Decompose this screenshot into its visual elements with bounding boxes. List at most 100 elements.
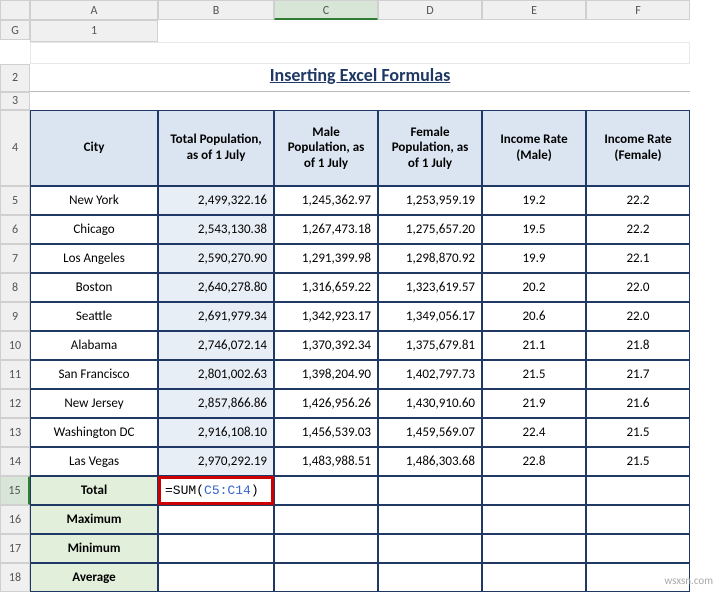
row-header-2[interactable]: 2 bbox=[0, 64, 30, 92]
summary-cell[interactable] bbox=[158, 505, 274, 534]
row-header-15[interactable]: 15 bbox=[0, 476, 30, 505]
cell-income-m[interactable]: 21.5 bbox=[482, 360, 586, 389]
summary-label[interactable]: Maximum bbox=[30, 505, 158, 534]
cell-income-m[interactable]: 21.9 bbox=[482, 389, 586, 418]
cell-total[interactable]: 2,691,979.34 bbox=[158, 302, 274, 331]
summary-cell[interactable] bbox=[586, 505, 690, 534]
cell-city[interactable]: San Francisco bbox=[30, 360, 158, 389]
cell-female[interactable]: 1,375,679.81 bbox=[378, 331, 482, 360]
header-city[interactable]: City bbox=[30, 110, 158, 186]
cell-male[interactable]: 1,398,204.90 bbox=[274, 360, 378, 389]
summary-cell[interactable] bbox=[482, 534, 586, 563]
row-header-17[interactable]: 17 bbox=[0, 534, 30, 563]
cell-male[interactable]: 1,316,659.22 bbox=[274, 273, 378, 302]
cell-female[interactable]: 1,275,657.20 bbox=[378, 215, 482, 244]
summary-label[interactable]: Minimum bbox=[30, 534, 158, 563]
summary-label[interactable]: Average bbox=[30, 563, 158, 592]
cell-male[interactable]: 1,483,988.51 bbox=[274, 447, 378, 476]
cell-male[interactable]: 1,291,399.98 bbox=[274, 244, 378, 273]
summary-label[interactable]: Total bbox=[30, 476, 158, 505]
row-header-10[interactable]: 10 bbox=[0, 331, 30, 360]
summary-cell[interactable] bbox=[586, 534, 690, 563]
cell-city[interactable]: Boston bbox=[30, 273, 158, 302]
cell-female[interactable]: 1,323,619.57 bbox=[378, 273, 482, 302]
summary-cell[interactable] bbox=[378, 563, 482, 592]
cell-city[interactable]: Washington DC bbox=[30, 418, 158, 447]
header-total-pop[interactable]: Total Population, as of 1 July bbox=[158, 110, 274, 186]
cell-income-f[interactable]: 22.0 bbox=[586, 273, 690, 302]
summary-cell[interactable] bbox=[482, 563, 586, 592]
cell-male[interactable]: 1,267,473.18 bbox=[274, 215, 378, 244]
cell-income-m[interactable]: 19.5 bbox=[482, 215, 586, 244]
summary-cell[interactable] bbox=[274, 534, 378, 563]
cell-female[interactable]: 1,349,056.17 bbox=[378, 302, 482, 331]
cell-total[interactable]: 2,916,108.10 bbox=[158, 418, 274, 447]
summary-cell[interactable] bbox=[274, 476, 378, 505]
row-header-13[interactable]: 13 bbox=[0, 418, 30, 447]
cell-total[interactable]: 2,970,292.19 bbox=[158, 447, 274, 476]
cell-female[interactable]: 1,486,303.68 bbox=[378, 447, 482, 476]
row-header-18[interactable]: 18 bbox=[0, 563, 30, 592]
col-header-G[interactable]: G bbox=[0, 20, 30, 40]
summary-cell[interactable] bbox=[482, 505, 586, 534]
row-header-3[interactable]: 3 bbox=[0, 92, 30, 110]
cell-income-m[interactable]: 21.1 bbox=[482, 331, 586, 360]
cell-total[interactable]: 2,543,130.38 bbox=[158, 215, 274, 244]
summary-cell[interactable] bbox=[586, 476, 690, 505]
row-header-7[interactable]: 7 bbox=[0, 244, 30, 273]
col-header-C[interactable]: C bbox=[274, 0, 378, 20]
cell-total[interactable]: 2,590,270.90 bbox=[158, 244, 274, 273]
cell-total[interactable]: 2,499,322.16 bbox=[158, 186, 274, 215]
cell-male[interactable]: 1,426,956.26 bbox=[274, 389, 378, 418]
row-header-9[interactable]: 9 bbox=[0, 302, 30, 331]
summary-cell[interactable] bbox=[378, 534, 482, 563]
cell-total[interactable]: 2,746,072.14 bbox=[158, 331, 274, 360]
cell-income-m[interactable]: 22.4 bbox=[482, 418, 586, 447]
col-header-D[interactable]: D bbox=[378, 0, 482, 20]
col-header-A[interactable]: A bbox=[30, 0, 158, 20]
row-header-5[interactable]: 5 bbox=[0, 186, 30, 215]
row-header-1[interactable]: 1 bbox=[30, 20, 158, 42]
cell-female[interactable]: 1,459,569.07 bbox=[378, 418, 482, 447]
cell-city[interactable]: Las Vegas bbox=[30, 447, 158, 476]
formula-cell[interactable]: =SUM(C5:C14) bbox=[158, 476, 274, 505]
cell-income-f[interactable]: 21.6 bbox=[586, 389, 690, 418]
summary-cell[interactable] bbox=[274, 563, 378, 592]
summary-cell[interactable] bbox=[378, 476, 482, 505]
row-header-6[interactable]: 6 bbox=[0, 215, 30, 244]
cell-city[interactable]: Seattle bbox=[30, 302, 158, 331]
summary-cell[interactable] bbox=[274, 505, 378, 534]
cell-income-m[interactable]: 20.6 bbox=[482, 302, 586, 331]
cell-income-f[interactable]: 21.7 bbox=[586, 360, 690, 389]
cell-city[interactable]: Alabama bbox=[30, 331, 158, 360]
header-income-male[interactable]: Income Rate (Male) bbox=[482, 110, 586, 186]
cell-city[interactable]: Chicago bbox=[30, 215, 158, 244]
cell-city[interactable]: New York bbox=[30, 186, 158, 215]
row-header-4[interactable]: 4 bbox=[0, 110, 30, 186]
select-all-corner[interactable] bbox=[0, 0, 30, 20]
cell-income-m[interactable]: 20.2 bbox=[482, 273, 586, 302]
cell-total[interactable]: 2,857,866.86 bbox=[158, 389, 274, 418]
col-header-B[interactable]: B bbox=[158, 0, 274, 20]
cell-income-f[interactable]: 22.2 bbox=[586, 215, 690, 244]
row-header-12[interactable]: 12 bbox=[0, 389, 30, 418]
summary-cell[interactable] bbox=[158, 534, 274, 563]
cell-male[interactable]: 1,456,539.03 bbox=[274, 418, 378, 447]
cell-male[interactable]: 1,245,362.97 bbox=[274, 186, 378, 215]
cell-female[interactable]: 1,253,959.19 bbox=[378, 186, 482, 215]
cell-female[interactable]: 1,430,910.60 bbox=[378, 389, 482, 418]
cell-female[interactable]: 1,298,870.92 bbox=[378, 244, 482, 273]
cell-male[interactable]: 1,370,392.34 bbox=[274, 331, 378, 360]
row-header-8[interactable]: 8 bbox=[0, 273, 30, 302]
cell-city[interactable]: Los Angeles bbox=[30, 244, 158, 273]
summary-cell[interactable] bbox=[158, 563, 274, 592]
row-header-16[interactable]: 16 bbox=[0, 505, 30, 534]
summary-cell[interactable] bbox=[482, 476, 586, 505]
header-income-female[interactable]: Income Rate (Female) bbox=[586, 110, 690, 186]
cell-income-f[interactable]: 22.1 bbox=[586, 244, 690, 273]
cell-total[interactable]: 2,640,278.80 bbox=[158, 273, 274, 302]
col-header-E[interactable]: E bbox=[482, 0, 586, 20]
row-header-14[interactable]: 14 bbox=[0, 447, 30, 476]
cell-female[interactable]: 1,402,797.73 bbox=[378, 360, 482, 389]
cell-income-f[interactable]: 21.5 bbox=[586, 447, 690, 476]
